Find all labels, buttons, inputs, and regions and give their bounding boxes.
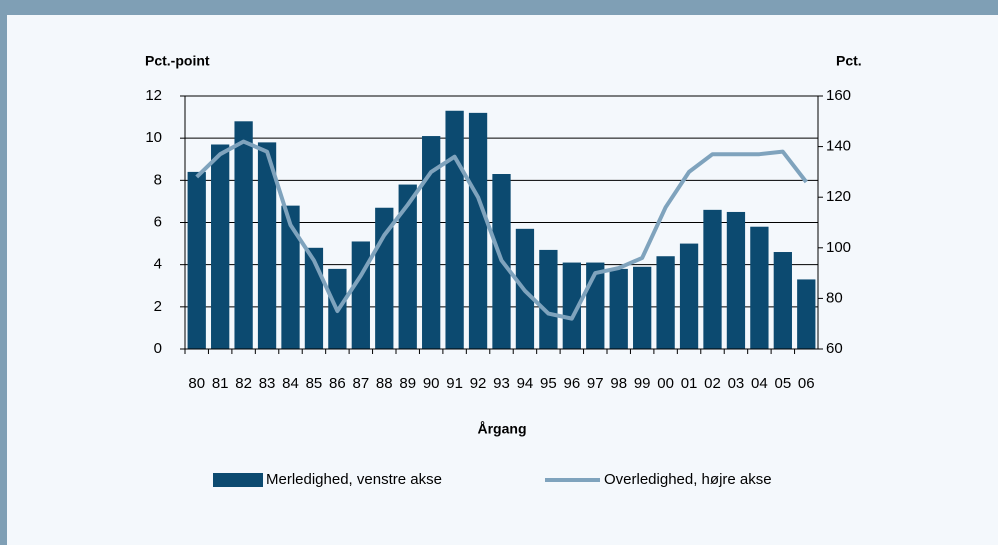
legend-label: Overledighed, højre akse: [604, 471, 772, 488]
bar: [562, 262, 581, 349]
x-tick-label: 86: [329, 375, 346, 392]
x-tick-label: 97: [587, 375, 604, 392]
x-tick-label: 95: [540, 375, 557, 392]
x-tick-label: 88: [376, 375, 393, 392]
x-tick-label: 89: [399, 375, 416, 392]
x-tick-label: 94: [517, 375, 534, 392]
y2-tick-label: 60: [826, 340, 843, 357]
bar: [234, 121, 253, 349]
x-tick-label: 92: [470, 375, 487, 392]
bar: [539, 249, 558, 349]
bar: [703, 209, 722, 349]
bar: [750, 226, 769, 349]
x-tick-label: 02: [704, 375, 721, 392]
y-tick-label: 0: [154, 340, 162, 357]
bar: [281, 205, 300, 349]
x-tick-label: 81: [212, 375, 229, 392]
x-tick-label: 93: [493, 375, 510, 392]
left-border: [0, 0, 7, 545]
y2-tick-label: 80: [826, 289, 843, 306]
y2-tick-label: 120: [826, 188, 851, 205]
y-tick-label: 12: [145, 87, 162, 104]
x-tick-label: 80: [188, 375, 205, 392]
bar: [187, 171, 206, 349]
y-tick-label: 10: [145, 129, 162, 146]
x-tick-label: 98: [610, 375, 627, 392]
y2-tick-label: 140: [826, 138, 851, 155]
x-axis-label: Årgang: [478, 421, 527, 437]
x-tick-label: 85: [306, 375, 323, 392]
x-tick-label: 05: [774, 375, 791, 392]
bar: [656, 256, 675, 349]
bar: [773, 252, 792, 349]
y2-tick-label: 100: [826, 239, 851, 256]
y-tick-label: 6: [154, 213, 162, 230]
bar: [351, 241, 370, 349]
line: [195, 139, 808, 321]
bar: [679, 243, 699, 349]
bar: [445, 110, 464, 349]
x-tick-label: 01: [681, 375, 698, 392]
y2-axis-label: Pct.: [836, 53, 862, 69]
bar: [468, 112, 488, 349]
y-axis-label: Pct.-point: [145, 53, 210, 69]
bar: [398, 184, 417, 349]
legend-label: Merledighed, venstre akse: [266, 471, 442, 488]
x-tick-label: 03: [728, 375, 745, 392]
bar: [633, 266, 652, 349]
y-tick-label: 4: [154, 256, 162, 273]
bar: [609, 268, 628, 349]
x-tick-label: 82: [235, 375, 252, 392]
bar: [211, 144, 230, 349]
bar: [797, 279, 816, 349]
y-tick-label: 8: [154, 171, 162, 188]
x-tick-label: 99: [634, 375, 651, 392]
x-tick-label: 87: [352, 375, 369, 392]
x-tick-label: 00: [657, 375, 674, 392]
x-tick-label: 84: [282, 375, 299, 392]
header-bar: [0, 0, 998, 15]
y-tick-label: 2: [154, 298, 162, 315]
x-tick-label: 83: [259, 375, 276, 392]
x-tick-label: 04: [751, 375, 768, 392]
bar: [726, 211, 746, 349]
x-tick-label: 96: [563, 375, 580, 392]
x-tick-label: 91: [446, 375, 463, 392]
y2-tick-label: 160: [826, 87, 851, 104]
x-tick-label: 06: [798, 375, 815, 392]
legend-swatch: [213, 473, 263, 487]
x-tick-label: 90: [423, 375, 440, 392]
bar: [257, 142, 277, 349]
bar: [422, 136, 441, 349]
